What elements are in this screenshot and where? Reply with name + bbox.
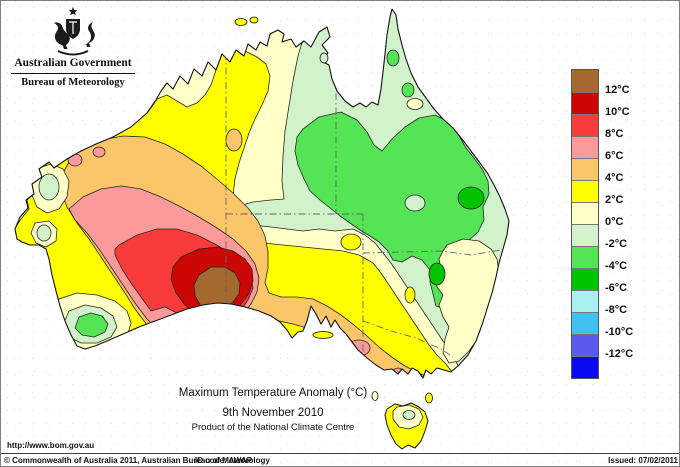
legend-label: 6°C [605, 150, 624, 162]
map-product: Product of the National Climate Centre [191, 422, 355, 433]
region-pink-dot-nw-1 [67, 153, 83, 167]
legend-cell [572, 312, 598, 334]
legend-label: 2°C [605, 194, 624, 206]
island-tiwi-1 [234, 18, 248, 26]
map-title: Maximum Temperature Anomaly (°C) [178, 387, 368, 399]
legend-cell [572, 246, 598, 268]
footer-bar: © Commonwealth of Australia 2011, Austra… [1, 456, 679, 466]
region-pink-dot-nw-2 [92, 146, 106, 158]
legend-cell [572, 180, 598, 202]
legend-label: -8°C [605, 304, 628, 316]
copyright-text: © Commonwealth of Australia 2011, Austra… [4, 456, 270, 465]
island-kangaroo [312, 331, 334, 339]
header-divider [11, 73, 135, 74]
legend-label: -6°C [605, 282, 628, 294]
map-date: 9th November 2010 [222, 407, 324, 419]
island-groote [319, 52, 329, 64]
region-sw-green [74, 312, 109, 338]
legend-label: 10°C [605, 106, 630, 118]
legend-cell [572, 224, 598, 246]
region-palegreen-hole [404, 194, 426, 212]
legend-cell [572, 70, 598, 92]
islands [234, 16, 433, 404]
tasmania-coastline [384, 402, 429, 450]
region-capeyork-spot-2 [401, 82, 415, 98]
legend-label: 8°C [605, 128, 624, 140]
state-borders [225, 53, 502, 358]
region-nsw-yellow-dot [404, 286, 416, 304]
legend-label: 12°C [605, 84, 630, 96]
legend-cell [572, 334, 598, 356]
island-king [371, 391, 379, 401]
region-westcoast-palegreen-2 [36, 224, 52, 242]
region-sa-yellow-dot [340, 233, 362, 251]
region-nsw-minus4-core [428, 262, 446, 286]
region-nt-orange-dot [225, 128, 243, 152]
temperature-legend: 12°C 10°C 8°C 6°C 4°C 2°C 0°C -2°C -4°C -6°C -8°C -… [571, 69, 633, 379]
map-title-block: Maximum Temperature Anomaly (°C) 9th Nov… [91, 386, 455, 434]
legend-label: 4°C [605, 172, 624, 184]
government-header: Australian Government Bureau of Meteorol… [7, 5, 139, 89]
border-nsw-vic [362, 320, 454, 358]
scroll-icon [57, 50, 89, 56]
legend-cell [572, 136, 598, 158]
border-qld-nsw [362, 249, 502, 256]
legend-cell [572, 92, 598, 114]
mainland-coastline [14, 8, 510, 379]
legend-label: -4°C [605, 260, 628, 272]
legend-label: -2°C [605, 238, 628, 250]
kangaroo-icon [54, 22, 70, 49]
region-pink-dot-sa [347, 339, 371, 357]
bureau-title: Bureau of Meteorology [21, 77, 125, 88]
legend-cell [572, 158, 598, 180]
region-brown-over-plus12 [193, 266, 241, 313]
region-qld-minus4-core [457, 186, 485, 210]
issued-text: Issued: 07/02/2011 [608, 456, 678, 465]
footer-divider [1, 453, 679, 454]
legend-label: -10°C [605, 326, 634, 338]
star-icon [68, 7, 78, 16]
legend-cell [572, 202, 598, 224]
legend-cell [572, 268, 598, 290]
legend-label: 0°C [605, 216, 624, 228]
bom-url: http://www.bom.gov.au [7, 441, 95, 450]
region-cream-dab-gulf [346, 88, 360, 98]
island-flinders [425, 392, 433, 404]
legend-label: -12°C [605, 348, 634, 360]
government-title: Australian Government [14, 57, 132, 69]
legend-cells [571, 69, 599, 379]
legend-cell [572, 290, 598, 312]
id-code-text: ID code: AWAP [195, 456, 253, 465]
coat-of-arms-icon [54, 7, 95, 56]
island-tiwi-2 [249, 16, 259, 24]
region-westcoast-palegreen-1 [38, 173, 60, 201]
emu-icon [84, 22, 95, 47]
legend-cell [572, 356, 598, 378]
region-capeyork-spot-1 [386, 49, 400, 67]
legend-cell [572, 114, 598, 136]
shield-cross [69, 21, 77, 34]
region-tasmania-palegreen [402, 410, 416, 420]
region-cream-dab-qld [406, 98, 424, 110]
